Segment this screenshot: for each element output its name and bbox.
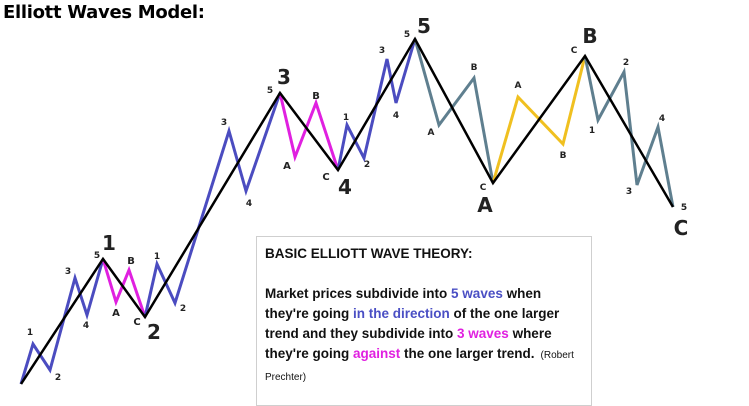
wave-sublabel: 5	[267, 86, 273, 96]
wave-label-a: A	[477, 193, 493, 217]
wave-sublabel: 1	[27, 328, 33, 338]
attribution: (Robert Prechter)	[265, 350, 574, 383]
wave-sublabel: 2	[180, 304, 186, 314]
wave-label-5: 5	[417, 14, 431, 38]
wave-label-1: 1	[102, 231, 116, 255]
wave-label-b: B	[582, 24, 597, 48]
wave-sublabel: 5	[681, 203, 687, 213]
text-part: Market prices subdivide into	[265, 286, 452, 301]
highlight-3-waves: 3 waves	[457, 326, 509, 341]
wave-sublabel: 1	[343, 113, 349, 123]
wave-sublabel: 2	[364, 160, 370, 170]
correction-wave-4	[278, 92, 340, 171]
wave-sublabel: 5	[404, 30, 410, 40]
wave-sublabel: B	[312, 91, 320, 102]
wave-sublabel: C	[133, 317, 140, 328]
wave-sublabel: A	[515, 81, 522, 91]
wave-sublabel: B	[471, 63, 478, 73]
theory-heading: BASIC ELLIOTT WAVE THEORY:	[265, 246, 473, 261]
wave-label-c: C	[674, 216, 689, 240]
wave-sublabel: C	[480, 183, 487, 193]
theory-text: Market prices subdivide into 5 waves whe…	[265, 284, 583, 388]
text-part: of the one larger trend and they subdivi…	[265, 306, 560, 341]
wave-label-2: 2	[147, 320, 161, 344]
wave-sublabel: A	[112, 308, 120, 319]
text-part: the one larger trend.	[400, 346, 535, 361]
highlight-5-waves: 5 waves	[451, 286, 503, 301]
wave-sublabel: B	[127, 256, 135, 267]
wave-sublabel: 3	[626, 187, 632, 197]
wave-sublabel: 4	[83, 321, 89, 331]
wave-sublabel: 5	[94, 251, 100, 261]
text-part: where they're going	[265, 326, 552, 361]
wave-sublabel: 4	[246, 199, 252, 209]
wave-sublabel: A	[428, 128, 435, 138]
text-part: when they're going	[265, 286, 542, 321]
impulse-wave-3	[143, 92, 282, 318]
wave-sublabel: 3	[65, 267, 71, 277]
main-trend-line	[19, 36, 675, 385]
wave-sublabel: A	[283, 161, 291, 172]
wave-sublabel: 1	[589, 126, 595, 136]
wave-sublabel: C	[322, 172, 329, 183]
wave-sublabel: B	[560, 151, 567, 161]
wave-sublabel: 3	[221, 118, 227, 128]
impulse-wave-c	[583, 55, 675, 208]
wave-sublabel: 3	[379, 46, 385, 56]
wave-sublabel: 2	[55, 373, 61, 383]
wave-sublabel: 4	[659, 114, 665, 124]
wave-label-4: 4	[338, 175, 352, 199]
highlight-against: against	[352, 346, 401, 361]
wave-sublabel: 2	[623, 58, 629, 68]
wave-sublabel: 1	[154, 252, 160, 262]
impulse-wave-1	[19, 258, 105, 385]
wave-label-3: 3	[277, 65, 291, 89]
wave-sublabel: 4	[393, 111, 399, 121]
correction-wave-a	[413, 38, 495, 184]
wave-sublabel: C	[571, 46, 578, 56]
theory-textbox: BASIC ELLIOTT WAVE THEORY: Market prices…	[256, 236, 592, 406]
correction-wave-b	[491, 55, 587, 184]
highlight-direction: in the direction	[352, 306, 450, 321]
diagram-title: Elliott Waves Model:	[3, 2, 205, 23]
